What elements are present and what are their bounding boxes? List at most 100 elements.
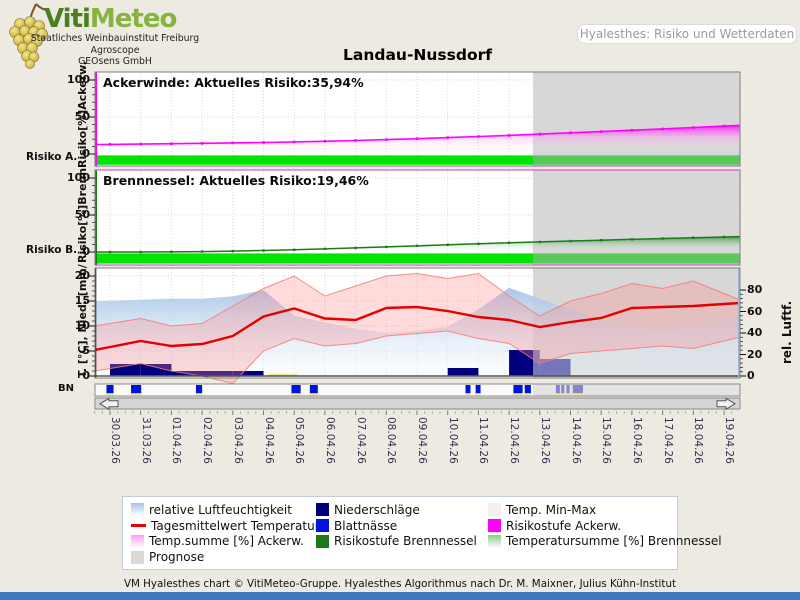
bn-swatch-icon [316, 519, 329, 533]
legend-label: Temp.summe [%] Ackerw. [149, 534, 304, 549]
minmax-swatch-icon [488, 503, 501, 517]
y-tick-label: 0 [82, 147, 90, 160]
mode-button[interactable]: Hyalesthes: Risiko und Wetterdaten [577, 24, 797, 44]
x-date-label: 02.04.26 [201, 417, 214, 464]
legend-item: Temp. Min-Max [488, 503, 722, 517]
right-y-tick-label: 80 [747, 283, 763, 296]
x-date-label: 08.04.26 [385, 417, 398, 464]
risk_b-swatch-icon [316, 534, 329, 548]
legend-item: Niederschläge [316, 503, 488, 517]
footer-credit: VM Hyalesthes chart © VitiMeteo-Gruppe. … [123, 578, 677, 590]
x-date-label: 17.04.26 [661, 417, 674, 464]
axis-label-humidity: rel. Luftf. [780, 300, 794, 364]
precip-bar [140, 364, 172, 376]
right-y-tick-label: 60 [747, 304, 763, 318]
x-date-label: 16.04.26 [630, 417, 643, 464]
tempmean-swatch-icon [131, 524, 146, 528]
humidity-swatch-icon [131, 503, 144, 517]
legend-item: relative Luftfeuchtigkeit [131, 503, 316, 517]
precip-bar-forecast [533, 350, 540, 376]
legend-item: Temperatursumme [%] Brennnessel [488, 534, 722, 548]
x-date-label: 18.04.26 [692, 417, 705, 464]
y-tick-label: 0 [82, 369, 90, 382]
precip-bar [539, 359, 571, 376]
bn-mark [475, 385, 481, 394]
legend-label: Blattnässe [334, 518, 398, 533]
legend-item: Risikostufe Brennnessel [316, 534, 488, 548]
bn-mark [195, 385, 203, 394]
bn-mark [561, 385, 565, 394]
bn-mark [465, 385, 471, 394]
logo-line-1: Staatliches Weinbauinstitut Freiburg [30, 33, 200, 44]
legend-item: Prognose [131, 550, 316, 564]
logo-line-2: Agroscope [90, 44, 140, 56]
bottom-blue-strip [0, 592, 800, 600]
legend-label: Risikostufe Brennnessel [334, 534, 477, 549]
humidity-area [95, 287, 740, 376]
scroll-right-arrow-icon[interactable] [716, 397, 736, 411]
x-date-label: 15.04.26 [600, 417, 613, 464]
bn-mark [524, 385, 531, 394]
x-date-label: 19.04.26 [723, 417, 735, 464]
bn-mark [131, 385, 142, 394]
legend-label: Tagesmittelwert Temperatur [151, 518, 320, 533]
x-date-label: 06.04.26 [323, 417, 336, 464]
x-date-label: 11.04.26 [477, 417, 490, 464]
tempsum_b-swatch-icon [488, 534, 501, 548]
bn-mark [513, 385, 523, 394]
y-tick-label: 15 [74, 294, 90, 307]
y-tick-label: 0 [82, 245, 90, 258]
x-date-label: 13.04.26 [538, 417, 551, 464]
page-title: Landau-Nussdorf [343, 46, 492, 64]
bn-mark [555, 385, 560, 394]
grape-logo-icon [9, 3, 48, 69]
x-date-label: 09.04.26 [416, 417, 428, 464]
logo-title: VitiMeteo [44, 4, 177, 34]
x-date-label: 07.04.26 [354, 417, 367, 464]
legend-label: Temp. Min-Max [506, 502, 597, 517]
panel-title-ackerwinde: Ackerwinde: Aktuelles Risiko:35,94% [103, 75, 364, 90]
tempsum_a-swatch-icon [131, 534, 144, 548]
precip-swatch-icon [316, 503, 329, 517]
logo-line-3: GEOsens GmbH [78, 56, 152, 67]
risk-band-ackerwinde [95, 155, 533, 165]
x-date-label: 10.04.26 [446, 417, 459, 464]
x-date-label: 14.04.26 [569, 417, 582, 464]
y-tick-label: 100 [67, 171, 90, 184]
x-date-label: 31.03.26 [139, 417, 152, 464]
legend-label: Prognose [149, 550, 205, 565]
y-tick-label: 50 [74, 110, 90, 123]
logo-meteo: Meteo [89, 4, 177, 34]
risk-band-brennnessel [95, 253, 533, 264]
legend-item: Tagesmittelwert Temperatur [131, 519, 320, 533]
legend-item: Blattnässe [316, 519, 488, 533]
side-label-risiko-b: Risiko B. [26, 244, 78, 256]
legend-item: Risikostufe Ackerw. [488, 519, 722, 533]
y-tick-label: 50 [74, 208, 90, 221]
temp-sum-brennnessel-area [95, 236, 740, 252]
temp-minmax-band [95, 273, 740, 384]
leaf-wetness-segment [268, 373, 298, 376]
precip-bar [110, 364, 141, 376]
y-tick-label: 5 [82, 344, 90, 357]
right-y-tick-label: 40 [747, 326, 763, 339]
bn-mark [106, 385, 114, 394]
risk_a-swatch-icon [488, 519, 501, 533]
x-date-label: 12.04.26 [508, 417, 521, 464]
legend: relative Luftfeuchtigkeit Niederschläge Te… [122, 496, 722, 570]
legend-label: Risikostufe Ackerw. [506, 518, 622, 533]
y-tick-label: 20 [74, 269, 90, 282]
x-date-label: 05.04.26 [293, 417, 306, 464]
logo-viti: Viti [44, 4, 91, 34]
right-y-tick-label: 0 [747, 369, 755, 382]
x-date-label: 04.04.26 [262, 417, 275, 464]
precip-bar [509, 350, 533, 376]
scroll-left-arrow-icon[interactable] [99, 397, 119, 411]
legend-item: Temp.summe [%] Ackerw. [131, 534, 316, 548]
prognose-swatch-icon [131, 550, 144, 564]
legend-label: Niederschläge [334, 502, 420, 517]
legend-label: Temperatursumme [%] Brennnessel [506, 534, 722, 549]
bn-mark [291, 385, 301, 394]
